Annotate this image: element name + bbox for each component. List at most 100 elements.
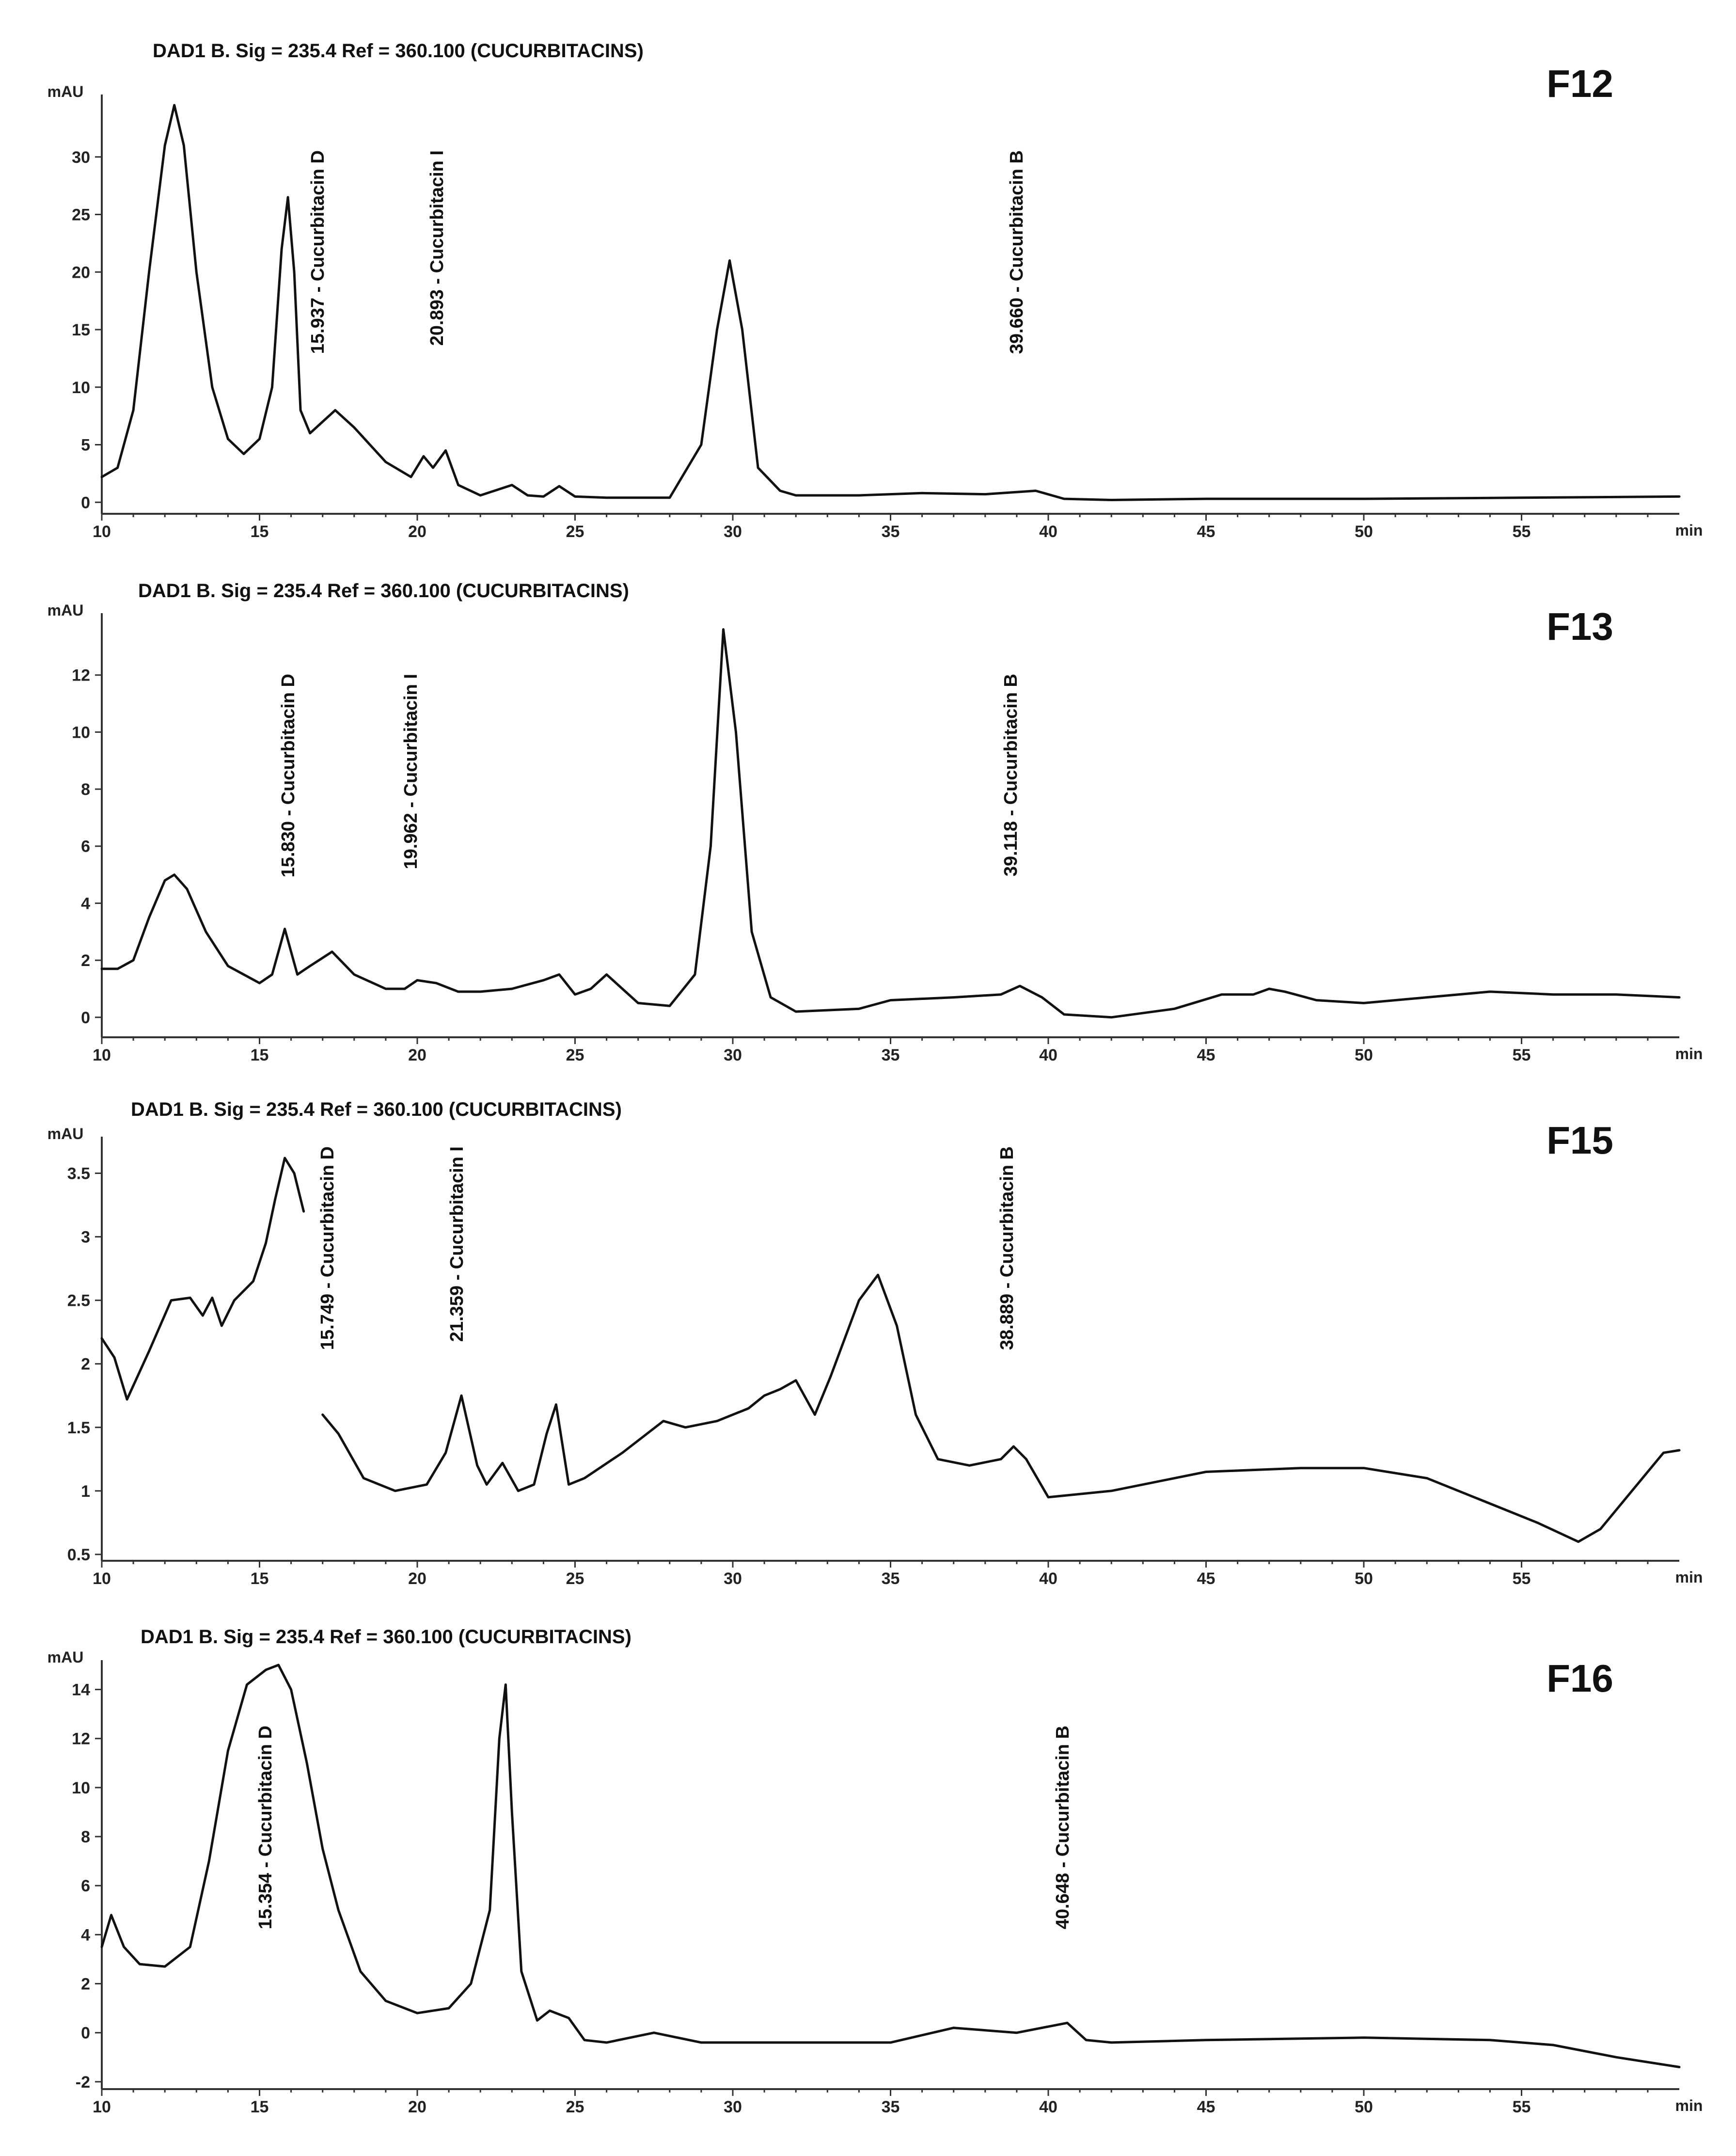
chromatogram-trace bbox=[100, 1157, 305, 1401]
y-axis-unit: mAU bbox=[47, 1649, 84, 1666]
x-tick-label: 40 bbox=[1039, 523, 1057, 541]
x-tick-label: 25 bbox=[566, 1046, 584, 1064]
chart-panel-f16: DAD1 B. Sig = 235.4 Ref = 360.100 (CUCUR… bbox=[47, 1626, 1703, 2116]
y-tick-label: 25 bbox=[72, 206, 90, 224]
y-tick-label: 12 bbox=[72, 1730, 90, 1748]
x-tick-label: 20 bbox=[408, 523, 426, 541]
y-tick-label: 6 bbox=[81, 1877, 90, 1895]
x-tick-label: 55 bbox=[1513, 2098, 1531, 2116]
x-tick-label: 10 bbox=[93, 1046, 111, 1064]
x-tick-label: 10 bbox=[93, 2098, 111, 2116]
x-tick-label: 15 bbox=[251, 1046, 269, 1064]
y-tick-label: 2 bbox=[81, 951, 90, 970]
x-axis-unit: min bbox=[1675, 2097, 1703, 2114]
peak-label: 39.118 - Cucurbitacin B bbox=[1001, 674, 1021, 876]
x-tick-label: 55 bbox=[1513, 523, 1531, 541]
y-tick-label: 5 bbox=[81, 436, 90, 455]
y-tick-label: 0 bbox=[81, 493, 90, 512]
chart-header: DAD1 B. Sig = 235.4 Ref = 360.100 (CUCUR… bbox=[138, 580, 629, 602]
y-tick-label: 8 bbox=[81, 780, 90, 799]
y-tick-label: 20 bbox=[72, 263, 90, 282]
x-tick-label: 50 bbox=[1355, 523, 1373, 541]
x-tick-label: 10 bbox=[93, 523, 111, 541]
x-tick-label: 50 bbox=[1355, 1569, 1373, 1588]
panel-label: F12 bbox=[1547, 62, 1613, 105]
y-tick-label: 2 bbox=[81, 1355, 90, 1374]
x-tick-label: 15 bbox=[251, 1569, 269, 1588]
y-tick-label: 0 bbox=[81, 1009, 90, 1027]
x-axis-unit: min bbox=[1675, 522, 1703, 539]
x-tick-label: 30 bbox=[724, 523, 742, 541]
y-tick-label: 15 bbox=[72, 321, 90, 339]
peak-label: 21.359 - Cucurbitacin I bbox=[447, 1146, 467, 1342]
y-tick-label: 0.5 bbox=[67, 1546, 90, 1564]
x-tick-label: 20 bbox=[408, 1569, 426, 1588]
peak-label: 15.937 - Cucurbitacin D bbox=[308, 150, 328, 354]
y-tick-label: 4 bbox=[81, 1926, 90, 1944]
peak-label: 20.893 - Cucurbitacin I bbox=[427, 150, 447, 346]
panel-label: F13 bbox=[1547, 605, 1613, 648]
y-tick-label: 8 bbox=[81, 1828, 90, 1846]
chromatogram-trace bbox=[100, 1664, 1681, 2068]
y-tick-label: 6 bbox=[81, 838, 90, 856]
x-tick-label: 35 bbox=[882, 523, 900, 541]
peak-label: 15.354 - Cucurbitacin D bbox=[255, 1726, 276, 1929]
y-tick-label: 10 bbox=[72, 379, 90, 397]
x-tick-label: 55 bbox=[1513, 1046, 1531, 1064]
x-tick-label: 25 bbox=[566, 523, 584, 541]
y-tick-label: 10 bbox=[72, 723, 90, 742]
x-tick-label: 15 bbox=[251, 2098, 269, 2116]
x-tick-label: 45 bbox=[1197, 1569, 1215, 1588]
x-tick-label: 50 bbox=[1355, 1046, 1373, 1064]
y-axis-unit: mAU bbox=[47, 602, 84, 619]
y-tick-label: 1 bbox=[81, 1482, 90, 1501]
chart-header: DAD1 B. Sig = 235.4 Ref = 360.100 (CUCUR… bbox=[131, 1099, 622, 1120]
x-axis-unit: min bbox=[1675, 1569, 1703, 1586]
y-axis-unit: mAU bbox=[47, 83, 84, 100]
chromatogram-trace bbox=[100, 628, 1681, 1019]
x-tick-label: 20 bbox=[408, 2098, 426, 2116]
chart-header: DAD1 B. Sig = 235.4 Ref = 360.100 (CUCUR… bbox=[153, 40, 644, 62]
peak-label: 15.830 - Cucurbitacin D bbox=[278, 674, 299, 877]
chart-panel-f12: DAD1 B. Sig = 235.4 Ref = 360.100 (CUCUR… bbox=[47, 40, 1703, 541]
x-tick-label: 40 bbox=[1039, 1046, 1057, 1064]
y-tick-label: 2.5 bbox=[67, 1292, 90, 1310]
peak-label: 40.648 - Cucurbitacin B bbox=[1053, 1726, 1073, 1929]
x-tick-label: 25 bbox=[566, 1569, 584, 1588]
y-axis-unit: mAU bbox=[47, 1125, 84, 1142]
peak-label: 19.962 - Cucurbitacin I bbox=[401, 674, 421, 869]
y-tick-label: 10 bbox=[72, 1779, 90, 1797]
y-tick-label: 3.5 bbox=[67, 1165, 90, 1183]
y-tick-label: 1.5 bbox=[67, 1419, 90, 1437]
y-tick-label: 12 bbox=[72, 666, 90, 685]
x-tick-label: 35 bbox=[882, 1046, 900, 1064]
x-tick-label: 30 bbox=[724, 1046, 742, 1064]
peak-label: 38.889 - Cucurbitacin B bbox=[997, 1146, 1017, 1350]
panel-label: F15 bbox=[1547, 1119, 1613, 1162]
x-tick-label: 55 bbox=[1513, 1569, 1531, 1588]
y-tick-label: 4 bbox=[81, 894, 90, 913]
y-tick-label: 30 bbox=[72, 148, 90, 167]
peak-label: 39.660 - Cucurbitacin B bbox=[1007, 150, 1027, 354]
chart-panel-f13: DAD1 B. Sig = 235.4 Ref = 360.100 (CUCUR… bbox=[47, 580, 1703, 1064]
y-tick-label: 14 bbox=[72, 1681, 90, 1699]
x-tick-label: 40 bbox=[1039, 1569, 1057, 1588]
y-tick-label: 0 bbox=[81, 2024, 90, 2043]
x-tick-label: 20 bbox=[408, 1046, 426, 1064]
chromatogram-trace-segment bbox=[321, 1273, 1681, 1543]
x-tick-label: 30 bbox=[724, 2098, 742, 2116]
y-tick-label: 3 bbox=[81, 1228, 90, 1247]
chart-header: DAD1 B. Sig = 235.4 Ref = 360.100 (CUCUR… bbox=[141, 1626, 631, 1648]
x-tick-label: 45 bbox=[1197, 2098, 1215, 2116]
x-tick-label: 25 bbox=[566, 2098, 584, 2116]
x-tick-label: 40 bbox=[1039, 2098, 1057, 2116]
y-tick-label: -2 bbox=[76, 2073, 90, 2092]
peak-label: 15.749 - Cucurbitacin D bbox=[317, 1146, 338, 1350]
x-tick-label: 10 bbox=[93, 1569, 111, 1588]
x-axis-unit: min bbox=[1675, 1045, 1703, 1062]
x-tick-label: 50 bbox=[1355, 2098, 1373, 2116]
x-tick-label: 45 bbox=[1197, 523, 1215, 541]
panel-label: F16 bbox=[1547, 1657, 1613, 1700]
chromatogram-trace bbox=[100, 104, 1681, 501]
